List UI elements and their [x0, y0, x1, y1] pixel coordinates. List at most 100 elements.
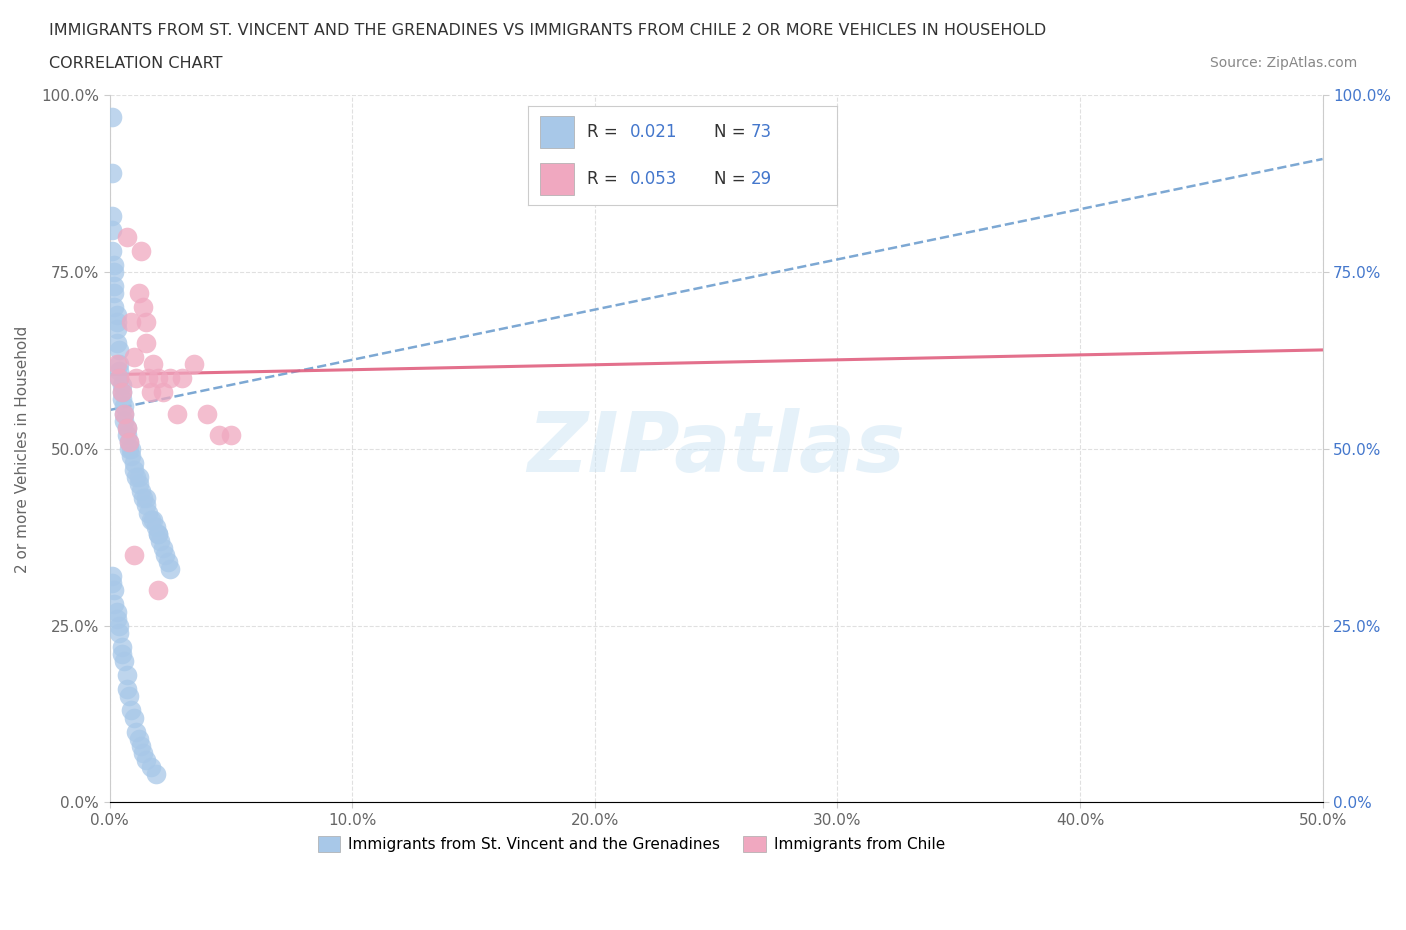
Point [128, 470, 150, 485]
Point [149, 534, 172, 549]
Point [105, 611, 128, 626]
Point [108, 625, 131, 640]
Point [132, 491, 155, 506]
Point [112, 406, 135, 421]
Point [122, 711, 145, 725]
Point [135, 752, 157, 767]
Point [166, 406, 188, 421]
Point [156, 554, 179, 569]
Point [118, 434, 141, 449]
Y-axis label: 2 or more Vehicles in Household: 2 or more Vehicles in Household [15, 326, 30, 573]
Point [111, 646, 134, 661]
Point [108, 371, 131, 386]
Point [120, 448, 142, 463]
Point [111, 392, 134, 406]
Point [120, 703, 142, 718]
Point [101, 569, 124, 584]
Point [145, 766, 167, 781]
Point [118, 689, 141, 704]
Point [103, 258, 125, 272]
Point [105, 356, 128, 371]
Point [120, 442, 142, 457]
Text: CORRELATION CHART: CORRELATION CHART [49, 56, 222, 71]
Point [135, 498, 157, 512]
Point [118, 434, 141, 449]
Point [112, 413, 135, 428]
Point [125, 371, 148, 386]
Point [115, 420, 138, 435]
Point [146, 583, 169, 598]
Point [125, 470, 148, 485]
Point [183, 356, 205, 371]
Point [139, 760, 162, 775]
Point [128, 477, 150, 492]
Point [122, 350, 145, 365]
Text: Source: ZipAtlas.com: Source: ZipAtlas.com [1209, 56, 1357, 70]
Point [101, 208, 124, 223]
Point [152, 540, 174, 555]
Point [132, 746, 155, 761]
Point [146, 526, 169, 541]
Point [135, 336, 157, 351]
Point [135, 314, 157, 329]
Point [122, 548, 145, 563]
Point [138, 371, 160, 386]
Point [139, 385, 162, 400]
Point [146, 526, 169, 541]
Point [115, 420, 138, 435]
Point [105, 314, 128, 329]
Point [146, 371, 169, 386]
Point [108, 371, 131, 386]
Point [101, 109, 124, 124]
Point [172, 371, 194, 386]
Point [159, 562, 181, 577]
Point [103, 265, 125, 280]
Point [112, 399, 135, 414]
Point [105, 321, 128, 336]
Point [115, 668, 138, 683]
Point [142, 356, 165, 371]
Point [112, 406, 135, 421]
Point [111, 378, 134, 392]
Point [103, 286, 125, 300]
Point [115, 682, 138, 697]
Point [108, 364, 131, 379]
Point [129, 244, 152, 259]
Point [139, 512, 162, 527]
Point [108, 356, 131, 371]
Point [101, 166, 124, 180]
Point [115, 230, 138, 245]
Text: ZIPatlas: ZIPatlas [527, 408, 905, 489]
Point [105, 336, 128, 351]
Point [103, 300, 125, 315]
Point [120, 314, 142, 329]
Point [115, 427, 138, 442]
Point [125, 724, 148, 739]
Point [152, 385, 174, 400]
Point [159, 371, 181, 386]
Point [138, 505, 160, 520]
Point [101, 222, 124, 237]
Point [118, 442, 141, 457]
Point [111, 640, 134, 655]
Point [111, 385, 134, 400]
Legend: Immigrants from St. Vincent and the Grenadines, Immigrants from Chile: Immigrants from St. Vincent and the Gren… [311, 830, 950, 858]
Point [105, 307, 128, 322]
Point [219, 427, 242, 442]
Point [145, 519, 167, 534]
Point [142, 512, 165, 527]
Point [108, 618, 131, 633]
Point [103, 597, 125, 612]
Point [105, 604, 128, 619]
Point [108, 342, 131, 357]
Point [111, 385, 134, 400]
Point [208, 427, 231, 442]
Point [122, 456, 145, 471]
Point [132, 300, 155, 315]
Point [128, 286, 150, 300]
Point [101, 244, 124, 259]
Point [135, 491, 157, 506]
Point [103, 583, 125, 598]
Point [155, 548, 177, 563]
Point [129, 484, 152, 498]
